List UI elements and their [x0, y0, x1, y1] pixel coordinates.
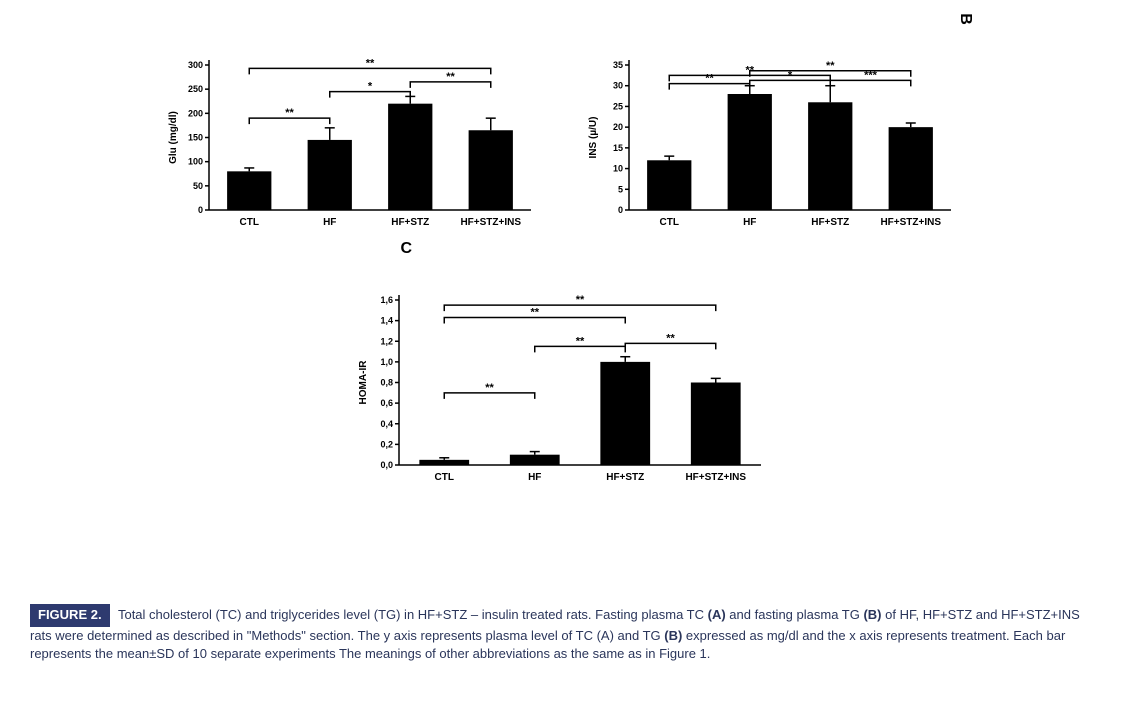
svg-text:0,4: 0,4: [380, 419, 393, 429]
svg-text:HF+STZ: HF+STZ: [606, 472, 644, 483]
bottom-row: C 0,00,20,40,60,81,01,21,41,6HOMA-IRCTLH…: [0, 265, 1121, 490]
panel-c-label: C: [401, 240, 413, 258]
chart-a-svg: 0 50 100 150 200 250 300 Glu (mg/dl) CTL HF HF+STZ…: [161, 30, 541, 235]
svg-text:0: 0: [617, 205, 622, 215]
svg-text:**: **: [365, 57, 374, 69]
svg-text:1,0: 1,0: [380, 357, 393, 367]
svg-text:HF: HF: [743, 217, 756, 228]
svg-text:5: 5: [617, 184, 622, 194]
svg-text:*: *: [367, 81, 372, 93]
svg-text:CTL: CTL: [239, 217, 258, 228]
svg-text:HF+STZ+INS: HF+STZ+INS: [460, 217, 521, 228]
chart-b-svg: 0 5 10 15 20 25 30 35 INS (µ/U) CTL HF HF+STZ HF+STZ…: [581, 30, 961, 235]
svg-text:HF: HF: [323, 217, 336, 228]
svg-text:CTL: CTL: [659, 217, 678, 228]
svg-text:250: 250: [187, 84, 202, 94]
svg-text:1,2: 1,2: [380, 336, 393, 346]
svg-text:INS (µ/U): INS (µ/U): [588, 117, 599, 159]
chart-c-svg: 0,0 0,2 0,4 0,6 0,8 1,0 1,2 1,4 1,6 HOMA-IR CTL HF H…: [351, 265, 771, 490]
svg-text:200: 200: [187, 108, 202, 118]
svg-text:15: 15: [612, 143, 622, 153]
svg-text:0,8: 0,8: [380, 378, 393, 388]
svg-text:***: ***: [864, 69, 878, 81]
svg-text:100: 100: [187, 157, 202, 167]
svg-text:HF+STZ: HF+STZ: [391, 217, 429, 228]
svg-text:**: **: [705, 73, 714, 85]
svg-text:**: **: [666, 332, 675, 344]
panel-b-label: B: [956, 13, 974, 25]
svg-text:HF+STZ: HF+STZ: [811, 217, 849, 228]
svg-text:HF+STZ+INS: HF+STZ+INS: [685, 472, 746, 483]
svg-text:**: **: [825, 60, 834, 72]
figure-caption: FIGURE 2. Total cholesterol (TC) and tri…: [30, 604, 1091, 663]
svg-text:30: 30: [612, 81, 622, 91]
caption-body: Total cholesterol (TC) and triglycerides…: [30, 607, 1080, 660]
svg-text:1,6: 1,6: [380, 295, 393, 305]
svg-text:CTL: CTL: [434, 472, 453, 483]
svg-text:25: 25: [612, 101, 622, 111]
top-row: 050100150200250300Glu (mg/dl)CTLHFHF+STZ…: [0, 0, 1121, 235]
svg-text:35: 35: [612, 60, 622, 70]
svg-text:**: **: [530, 307, 539, 319]
svg-text:0,6: 0,6: [380, 398, 393, 408]
svg-text:**: **: [485, 382, 494, 394]
svg-text:HOMA-IR: HOMA-IR: [358, 360, 369, 405]
svg-text:HF: HF: [528, 472, 541, 483]
svg-text:20: 20: [612, 122, 622, 132]
svg-text:**: **: [285, 107, 294, 119]
svg-text:0,2: 0,2: [380, 439, 393, 449]
svg-text:0: 0: [197, 205, 202, 215]
svg-text:50: 50: [192, 181, 202, 191]
svg-text:1,4: 1,4: [380, 316, 393, 326]
svg-text:10: 10: [612, 164, 622, 174]
figure-badge: FIGURE 2.: [30, 604, 110, 626]
svg-text:**: **: [446, 71, 455, 83]
svg-text:**: **: [575, 335, 584, 347]
svg-text:300: 300: [187, 60, 202, 70]
svg-text:HF+STZ+INS: HF+STZ+INS: [880, 217, 941, 228]
svg-text:Glu (mg/dl): Glu (mg/dl): [168, 111, 179, 164]
svg-text:0,0: 0,0: [380, 460, 393, 470]
panel-b: B 05101520253035INS (µ/U)CTLHFHF+STZHF+S…: [581, 30, 961, 235]
svg-text:**: **: [575, 294, 584, 306]
panel-a: 0 50 100 150 200 250 300 Glu (mg/dl) CTL HF HF+STZ…: [161, 30, 541, 235]
svg-text:150: 150: [187, 133, 202, 143]
panel-c: C 0,00,20,40,60,81,01,21,41,6HOMA-IRCTLH…: [351, 265, 771, 490]
